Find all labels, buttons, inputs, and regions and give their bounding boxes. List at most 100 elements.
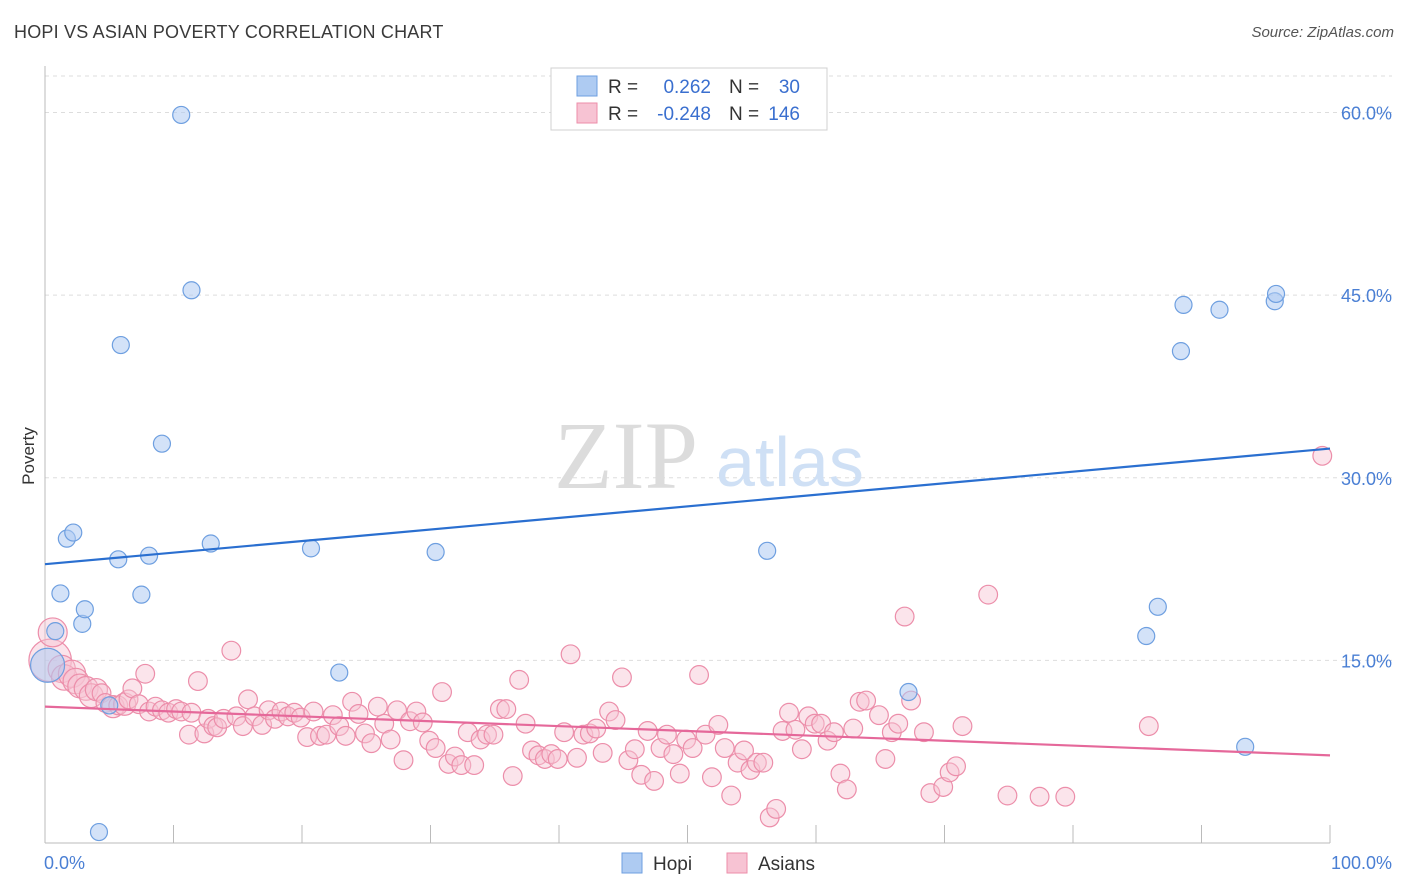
asian-point: [946, 756, 967, 777]
asian-point: [618, 750, 639, 771]
y-tick-label: 60.0%: [1341, 104, 1392, 124]
legend-swatch-asians: [576, 102, 598, 124]
asian-point: [663, 744, 684, 765]
asian-point: [869, 705, 889, 726]
asian-point: [791, 739, 812, 760]
asian-point: [1029, 786, 1050, 807]
asian-trend-line: [44, 705, 1331, 757]
asian-point: [592, 742, 613, 763]
asian-point: [178, 724, 199, 745]
asian-point: [656, 724, 677, 745]
hopi-point: [1148, 597, 1167, 616]
legend-swatch-hopi: [576, 75, 598, 97]
asian-point: [746, 752, 767, 773]
hopi-point: [1266, 284, 1286, 304]
legend-r-value-asians: -0.248: [657, 104, 711, 125]
hopi-point: [51, 584, 70, 603]
hopi-point: [1171, 342, 1191, 361]
legend-n-value-asians: 146: [768, 104, 800, 125]
asian-point: [342, 691, 363, 712]
watermark: ZIP atlas: [554, 402, 864, 509]
asian-point: [118, 689, 139, 710]
asian-point: [689, 665, 710, 685]
hopi-point: [201, 534, 220, 553]
hopi-point: [64, 523, 83, 542]
asian-point: [367, 696, 388, 717]
asian-point: [166, 699, 187, 720]
axes: [44, 66, 1331, 844]
chart-source: Source: ZipAtlas.com: [1251, 24, 1394, 41]
hopi-point: [152, 434, 172, 453]
asian-point: [432, 682, 453, 702]
hopi-trend-line: [44, 447, 1331, 566]
legend-r-label-asians: R =: [608, 104, 638, 125]
hopi-point: [301, 539, 321, 558]
asian-point: [952, 716, 973, 737]
trendlines: [44, 447, 1331, 757]
asian-point: [560, 644, 581, 665]
asian-point: [721, 785, 742, 806]
hopi-point: [109, 550, 128, 569]
bottom-legend-swatch-hopi: [621, 852, 643, 874]
asian-point: [348, 703, 369, 724]
asian-point: [361, 733, 382, 754]
asian-point: [669, 763, 690, 784]
hopi-point: [182, 281, 201, 300]
asian-point: [836, 779, 857, 800]
y-tick-label: 15.0%: [1341, 651, 1392, 671]
y-tick-label: 45.0%: [1341, 286, 1392, 306]
asian-point: [644, 770, 665, 791]
bottom-legend-swatch-asians: [726, 852, 748, 874]
hopi-point: [1210, 300, 1229, 319]
asian-point: [335, 725, 356, 746]
hopi-point: [426, 542, 445, 562]
hopi-point: [111, 335, 130, 355]
asian-point: [547, 749, 568, 769]
legend-r-label-hopi: R =: [608, 77, 638, 98]
asian-point: [232, 716, 253, 737]
hopi-point: [899, 682, 918, 702]
hopi-point: [89, 822, 109, 842]
asian-point: [1138, 716, 1159, 737]
hopi-point: [1174, 295, 1193, 314]
asian-point: [875, 749, 896, 769]
asian-point: [766, 798, 787, 819]
asian-point: [920, 783, 941, 804]
legend-n-label-hopi: N =: [729, 77, 759, 98]
asian-point: [496, 699, 517, 720]
y-tick-labels: 15.0% 30.0% 45.0% 60.0%: [1341, 104, 1392, 672]
asian-point: [355, 723, 375, 744]
bottom-legend: Hopi Asians: [621, 852, 815, 875]
bottom-legend-label-asians: Asians: [758, 854, 815, 875]
asian-point: [187, 671, 208, 692]
asian-point: [502, 766, 523, 786]
asian-point: [734, 740, 754, 761]
asian-point: [856, 690, 877, 711]
asian-point: [412, 712, 433, 733]
x-tick-label: 100.0%: [1331, 853, 1392, 873]
asian-point: [624, 739, 645, 760]
asian-point: [978, 584, 999, 605]
asian-point: [714, 738, 735, 758]
asian-point: [843, 718, 864, 739]
asian-point: [631, 764, 652, 785]
asian-point: [849, 691, 870, 712]
asian-point: [567, 747, 587, 768]
asian-point: [489, 699, 510, 720]
asian-point: [894, 606, 915, 627]
x-tick-label: 0.0%: [44, 853, 85, 873]
hopi-point: [758, 541, 777, 560]
gridlines: [45, 75, 1392, 661]
asian-point: [221, 640, 242, 661]
asian-point: [1055, 786, 1076, 807]
asian-point: [753, 752, 774, 773]
asian-point: [380, 729, 401, 750]
asian-point: [1312, 445, 1333, 466]
asian-point: [393, 750, 414, 771]
asian-point: [573, 724, 594, 745]
asian-point: [509, 669, 530, 690]
y-axis-label: Poverty: [19, 427, 38, 485]
asian-point: [483, 724, 504, 745]
hopi-point: [46, 622, 65, 641]
hopi-point: [100, 696, 119, 715]
